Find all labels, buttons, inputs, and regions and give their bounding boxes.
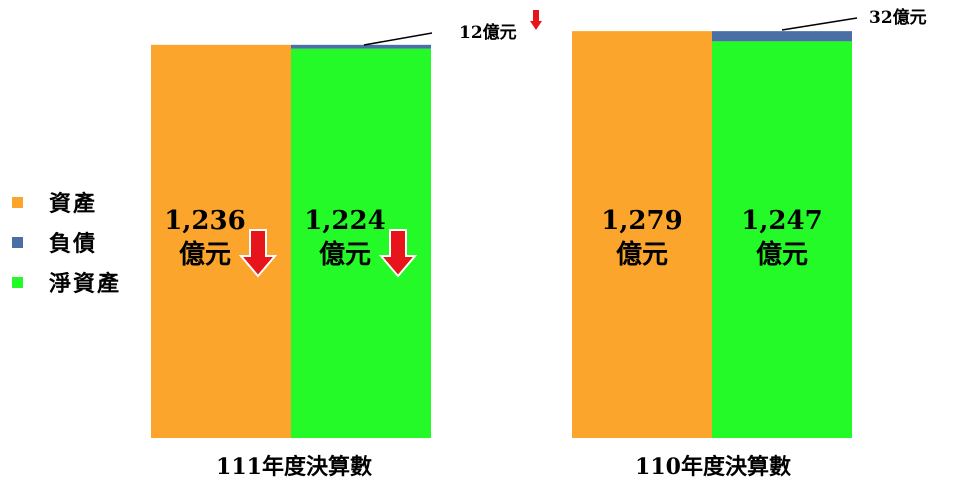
data-label-liabilities-111: 12億元	[459, 22, 517, 43]
bar-liabilities-111	[291, 44, 431, 49]
legend-swatch-liabilities	[12, 236, 23, 248]
legend-item-liabilities: 負債	[12, 222, 121, 262]
legend-swatch-net-assets	[12, 276, 23, 288]
bar-liabilities-110	[712, 31, 852, 42]
legend-label-net-assets: 淨資產	[49, 271, 122, 297]
decrease-arrow-assets-111	[238, 229, 278, 278]
category-label-111: 111年度決算數	[216, 454, 372, 480]
leader-line-liabilities-111	[363, 32, 433, 46]
decrease-arrow-net-assets-111	[378, 229, 418, 278]
data-label-net-assets-value-110: 1,247	[741, 206, 822, 236]
data-label-assets-value-111: 1,236	[164, 206, 245, 236]
legend-swatch-assets	[12, 196, 23, 208]
bar-assets-110	[572, 31, 712, 439]
data-label-net-assets-unit-110: 億元	[756, 240, 808, 270]
bar-net-assets-111	[291, 48, 431, 438]
data-label-liabilities-110: 32億元	[869, 7, 927, 28]
legend-label-assets: 資產	[49, 191, 98, 217]
data-label-assets-value-110: 1,279	[601, 206, 682, 236]
bar-net-assets-110	[712, 41, 852, 439]
leader-line-liabilities-110	[781, 17, 858, 31]
legend-item-assets: 資產	[12, 182, 121, 222]
legend: 資產 負債 淨資產	[12, 182, 121, 302]
data-label-net-assets-unit-111: 億元	[319, 240, 371, 270]
data-label-assets-unit-110: 億元	[616, 240, 668, 270]
legend-item-net-assets: 淨資產	[12, 262, 121, 302]
bar-assets-111	[151, 44, 291, 438]
data-label-net-assets-value-111: 1,224	[304, 206, 385, 236]
decrease-arrow-liabilities-111	[530, 10, 542, 30]
data-label-assets-unit-111: 億元	[179, 240, 231, 270]
category-label-110: 110年度決算數	[635, 454, 791, 480]
legend-label-liabilities: 負債	[49, 231, 98, 257]
